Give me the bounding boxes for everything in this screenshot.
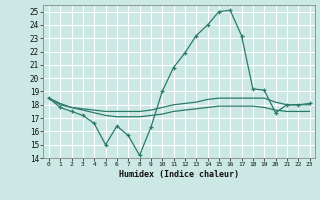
X-axis label: Humidex (Indice chaleur): Humidex (Indice chaleur)	[119, 170, 239, 179]
